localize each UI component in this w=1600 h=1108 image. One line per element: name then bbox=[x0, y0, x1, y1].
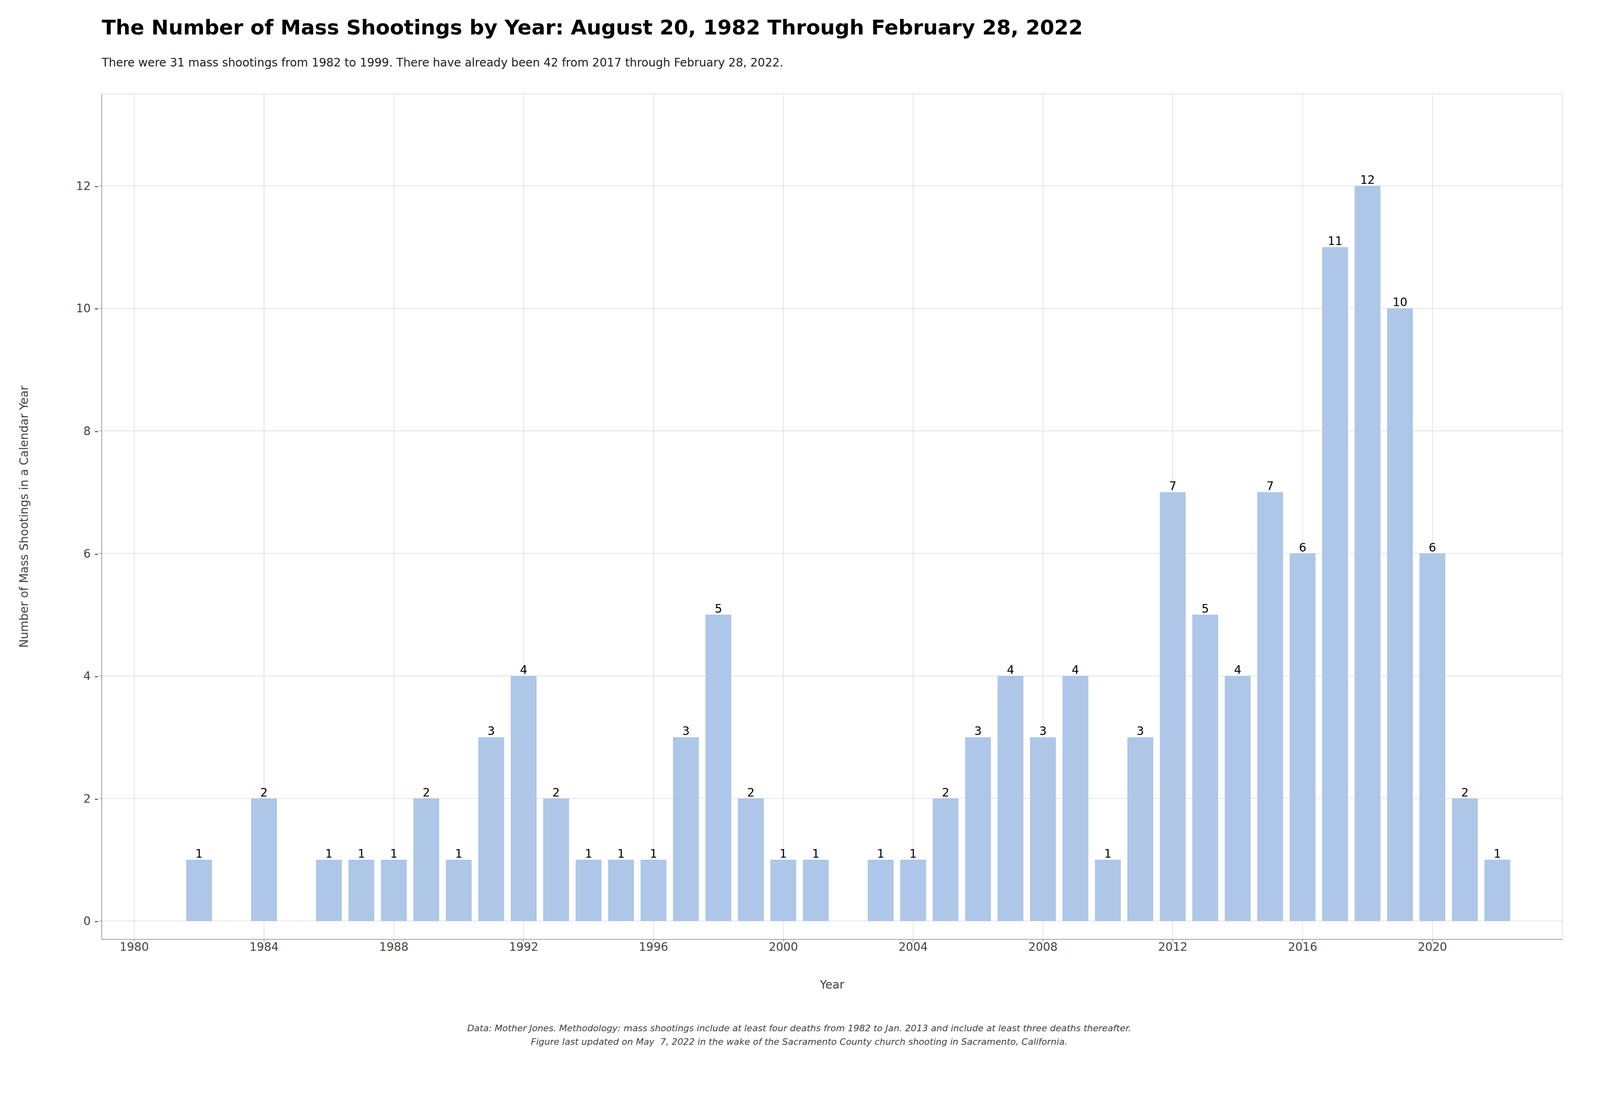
svg-text:1: 1 bbox=[909, 846, 917, 861]
svg-text:3: 3 bbox=[1136, 724, 1145, 738]
svg-text:6: 6 bbox=[1428, 540, 1437, 555]
svg-text:6: 6 bbox=[1298, 540, 1307, 555]
svg-text:1: 1 bbox=[357, 846, 366, 861]
svg-text:1984: 1984 bbox=[249, 939, 279, 954]
svg-text:2: 2 bbox=[552, 785, 560, 800]
svg-text:8 -: 8 - bbox=[83, 424, 99, 438]
svg-text:10 -: 10 - bbox=[75, 301, 99, 316]
svg-text:4: 4 bbox=[1006, 662, 1015, 677]
svg-text:1988: 1988 bbox=[379, 939, 409, 954]
svg-text:1: 1 bbox=[877, 846, 885, 861]
svg-text:1: 1 bbox=[1104, 846, 1112, 861]
svg-text:5: 5 bbox=[714, 601, 723, 616]
html-text:Data: Mother Jones. Methodolog: Data: Mother Jones. Methodology: mass sh… bbox=[467, 1022, 1132, 1034]
svg-text:2000: 2000 bbox=[768, 939, 798, 954]
svg-text:2: 2 bbox=[422, 785, 430, 800]
svg-text:3: 3 bbox=[974, 724, 982, 738]
svg-text:4: 4 bbox=[1071, 662, 1079, 677]
svg-text:3: 3 bbox=[487, 724, 495, 738]
svg-text:2016: 2016 bbox=[1287, 939, 1317, 954]
svg-text:Number of Mass Shootings in a: Number of Mass Shootings in a Calendar Y… bbox=[17, 385, 31, 648]
svg-text:1: 1 bbox=[1493, 846, 1502, 861]
svg-text:1: 1 bbox=[811, 846, 820, 861]
svg-text:1980: 1980 bbox=[119, 939, 149, 954]
svg-text:5: 5 bbox=[1201, 601, 1210, 616]
html-text:The Number of Mass Shootings b: The Number of Mass Shootings by Year: Au… bbox=[101, 15, 1083, 40]
svg-text:12 -: 12 - bbox=[75, 179, 99, 193]
svg-text:2004: 2004 bbox=[898, 939, 928, 954]
svg-text:2: 2 bbox=[941, 785, 950, 800]
svg-text:2: 2 bbox=[747, 785, 755, 800]
svg-text:4: 4 bbox=[519, 662, 528, 677]
svg-text:7: 7 bbox=[1266, 479, 1274, 493]
svg-text:2: 2 bbox=[1461, 785, 1469, 800]
svg-text:4: 4 bbox=[1234, 662, 1242, 677]
svg-text:1: 1 bbox=[617, 846, 625, 861]
svg-text:2020: 2020 bbox=[1417, 939, 1447, 954]
svg-text:7: 7 bbox=[1169, 479, 1177, 493]
svg-text:1: 1 bbox=[454, 846, 463, 861]
svg-text:11: 11 bbox=[1327, 234, 1343, 248]
svg-text:6 -: 6 - bbox=[83, 546, 99, 561]
html-text:There were 31 mass shootings f: There were 31 mass shootings from 1982 t… bbox=[101, 55, 784, 70]
svg-text:0 -: 0 - bbox=[83, 914, 99, 928]
svg-text:2: 2 bbox=[260, 785, 268, 800]
svg-text:2008: 2008 bbox=[1028, 939, 1058, 954]
svg-text:2012: 2012 bbox=[1158, 939, 1188, 954]
svg-text:1996: 1996 bbox=[638, 939, 668, 954]
svg-text:1: 1 bbox=[325, 846, 333, 861]
svg-text:1992: 1992 bbox=[509, 939, 539, 954]
svg-text:12: 12 bbox=[1360, 173, 1375, 187]
svg-text:3: 3 bbox=[1039, 724, 1047, 738]
svg-text:1: 1 bbox=[390, 846, 398, 861]
svg-text:Year: Year bbox=[819, 977, 845, 992]
svg-text:1: 1 bbox=[585, 846, 593, 861]
svg-text:1: 1 bbox=[195, 846, 203, 861]
svg-text:1: 1 bbox=[649, 846, 658, 861]
svg-text:2 -: 2 - bbox=[83, 791, 99, 806]
svg-text:3: 3 bbox=[682, 724, 690, 738]
svg-text:10: 10 bbox=[1392, 295, 1408, 309]
svg-text:4 -: 4 - bbox=[83, 669, 99, 683]
svg-text:1: 1 bbox=[779, 846, 787, 861]
html-text:Figure last updated on May 7,: Figure last updated on May 7, 2022 in th… bbox=[530, 1036, 1068, 1047]
